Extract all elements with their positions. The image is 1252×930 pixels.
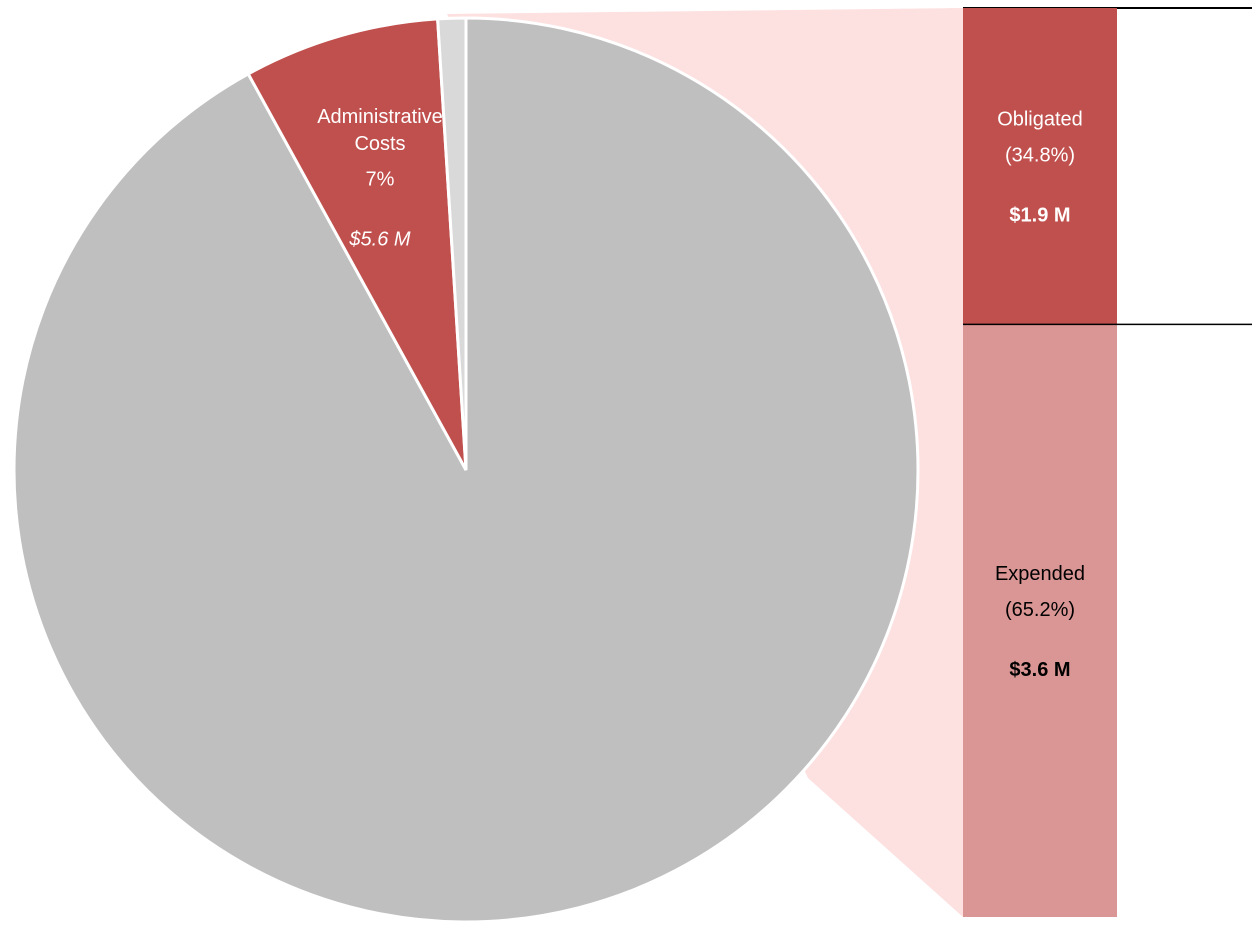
bar-amount: $3.6 M [1009,659,1070,681]
pie-slice [246,17,468,471]
slice-value-label: 7% [366,168,395,190]
bar-segment [963,8,1117,325]
bar-value-label: (34.8%) [1005,144,1075,166]
bar-segment [963,324,1117,917]
pie-slice [436,16,468,471]
slice-label: Administrative Costs [317,106,443,155]
bar-label: Obligated [997,108,1083,130]
slice-amount: $5.6 M [348,228,410,250]
bar-amount: $1.9 M [1009,204,1070,226]
bar-label: Expended [995,563,1085,585]
bar-value-label: (65.2%) [1005,599,1075,621]
